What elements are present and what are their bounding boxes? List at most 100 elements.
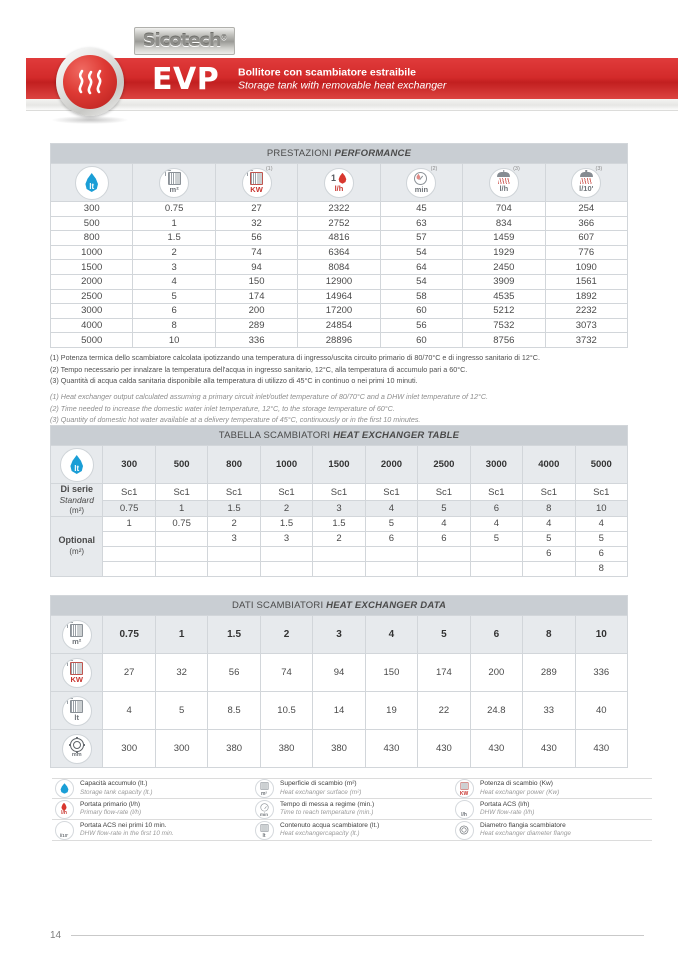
optional-cell: 1 (102, 515, 156, 532)
col-unit-l10: l/10' (579, 184, 594, 194)
data-table-title: DATI SCAMBIATORI HEAT EXCHANGER DATA (50, 595, 628, 616)
legend-item: Capacità accumulo (lt.) Storage tank capa… (52, 778, 252, 799)
row-capacity: 1500 (49, 259, 134, 275)
shower-icon (496, 170, 511, 185)
row-capacity: 2000 (49, 273, 134, 290)
footnotes-italian: (1) Potenza termica dello scambiatore ca… (50, 352, 640, 387)
heat-exchanger-coil-icon (167, 171, 181, 185)
legend-icon: l/h (454, 799, 474, 819)
legend-label-en: Heat exchanger diameter flange (480, 830, 571, 838)
heat-exchanger-coil-icon (259, 782, 269, 790)
table-cell: 45 (379, 201, 464, 217)
brand-name: Sicotech (142, 31, 221, 51)
table-cell: 430 (574, 729, 629, 768)
optional-row: Optional (m²) 1 0.75 2 1.5 1.5 5 4 4 4 4 (49, 515, 629, 577)
optional-cell (207, 560, 261, 577)
table-cell: 8 (132, 317, 216, 334)
table-cell: 430 (522, 729, 576, 768)
data-corner-label: m² (72, 636, 82, 646)
table-cell: 776 (544, 244, 629, 261)
data-col-5: 4 (364, 615, 419, 654)
table-cell: 2 (132, 244, 216, 261)
table-cell: 5 (154, 691, 209, 730)
table-row: KW 27 32 56 74 94 150 174 200 289 336 (49, 653, 629, 692)
table-cell: 2752 (297, 215, 381, 232)
optional-cell: 4 (574, 515, 629, 532)
legend-label-it: Capacità accumulo (lt.) (80, 780, 148, 788)
table-cell: 0.75 (132, 201, 216, 217)
table-cell: 1 (132, 215, 216, 232)
legend-item: l/h Portata ACS (l/h) DHW flow-rate (l/h) (452, 799, 652, 820)
optional-label-cell: Optional (m²) (49, 515, 104, 577)
footnote-marker-3b: (3) (595, 165, 603, 172)
page-footer: 14 (50, 930, 644, 941)
subtitle-italian: Bollitore con scambiatore estraibile (238, 66, 416, 79)
data-col-6: 5 (417, 615, 471, 654)
table-cell: 54 (379, 244, 464, 261)
optional-cell (364, 545, 419, 562)
table-cell: 28896 (297, 332, 381, 348)
col-unit-min: min (414, 184, 429, 194)
legend-label-en: Primary flow-rate (l/h) (80, 809, 142, 817)
legend-label-it: Potenza di scambio (Kw) (480, 780, 553, 788)
table-cell: 22 (417, 691, 471, 730)
optional-cell: 0.75 (154, 515, 209, 532)
table-cell: 60 (379, 332, 464, 348)
exchanger-capacity-icon (70, 699, 84, 713)
legend-label-en: Time to reach temperature (min.) (280, 809, 374, 817)
heat-wave-icon (63, 55, 117, 109)
exchanger-table-body: Di serie Standard (m²) Sc1 Sc1 Sc1 Sc1 Sc1 Sc1 Sc… (49, 482, 629, 577)
legend-icon: KW (454, 779, 474, 798)
standard-value-cell: 10 (574, 500, 629, 517)
standard-value-cell: 2 (259, 500, 314, 517)
legend-label-it: Superficie di scambio (m²) (280, 780, 357, 788)
optional-cell: 4 (469, 515, 524, 532)
optional-cell: 4 (522, 515, 576, 532)
table-cell: 94 (214, 259, 299, 275)
table-cell: 380 (207, 729, 261, 768)
table-cell: 200 (469, 653, 524, 692)
table-cell: 24854 (297, 317, 381, 334)
optional-cell: 8 (574, 560, 629, 577)
standard-type-cell: Sc1 (469, 482, 524, 502)
table-cell: 60 (379, 303, 464, 319)
table-row: 1500 3 94 8084 64 2450 1090 (49, 259, 629, 275)
clock-drop-accent (416, 173, 421, 180)
performance-table-title: PRESTAZIONI PERFORMANCE (50, 143, 628, 164)
optional-cell (259, 560, 314, 577)
table-cell: 57 (379, 230, 464, 246)
exchanger-col-500: 500 (154, 445, 209, 484)
table-cell: 56 (379, 317, 464, 334)
table-row: mm 300 300 380 380 380 430 430 430 430 430 (49, 729, 629, 768)
model-subtitle: Bollitore con scambiatore estraibile Sto… (238, 67, 446, 94)
standard-label-en: Standard (59, 495, 94, 506)
data-row-icon-cell: mm (49, 729, 104, 768)
table-cell: 430 (364, 729, 419, 768)
table-cell: 3073 (544, 317, 629, 334)
data-col-1: 1 (154, 615, 209, 654)
table-cell: 5212 (462, 303, 546, 319)
table-cell: 834 (462, 215, 546, 232)
legend-label-it: Portata ACS nei primi 10 min. (80, 821, 167, 829)
table-cell: 10.5 (259, 691, 314, 730)
standard-type-cell: Sc1 (522, 482, 576, 502)
flange-diameter-icon (68, 737, 85, 754)
col-header-primary-flow: 1 l/h (297, 163, 381, 202)
footnote-it: (1) Potenza termica dello scambiatore ca… (50, 353, 540, 362)
optional-unit: (m²) (69, 547, 85, 557)
optional-cell: 5 (364, 515, 419, 532)
data-col-7: 6 (469, 615, 524, 654)
exchanger-col-1500: 1500 (312, 445, 366, 484)
data-title-it: DATI SCAMBIATORI (231, 600, 324, 611)
exchanger-title-en: HEAT EXCHANGER TABLE (333, 430, 460, 441)
legend-column-2: m² Superficie di scambio (m²) Heat exchang… (252, 778, 452, 841)
data-header-row: m² 0.75 1 1.5 2 3 4 5 6 8 10 (49, 615, 629, 654)
row-capacity: 500 (49, 215, 134, 232)
row-capacity: 3000 (49, 303, 134, 319)
footnote-marker-2: (2) (430, 165, 438, 172)
optional-cell (259, 545, 314, 562)
primary-flow-drop-icon (338, 172, 347, 184)
footnote-marker-3a: (3) (513, 165, 520, 172)
